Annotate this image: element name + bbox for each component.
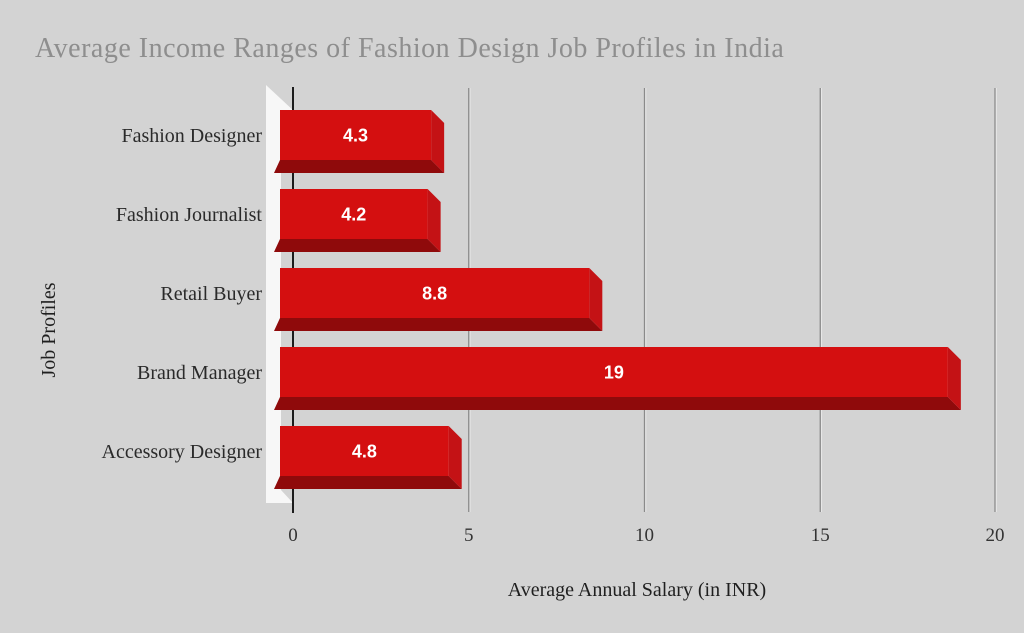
category-label: Retail Buyer <box>160 283 262 305</box>
bar-face <box>280 189 428 239</box>
bar-side-bevel <box>431 110 445 173</box>
x-tick-label: 15 <box>811 525 830 546</box>
bar-face <box>280 268 590 318</box>
bars-layer: 4.3 4.2 8.8 19 4.8 <box>274 110 961 489</box>
y-axis-title: Job Profiles <box>38 282 60 377</box>
bar: 4.3 <box>274 110 445 173</box>
bar-value-label: 4.3 <box>343 126 368 146</box>
bar-value-label: 19 <box>604 363 624 383</box>
x-tick-label: 10 <box>635 525 654 546</box>
bar-face <box>280 426 449 476</box>
bar-bottom-bevel <box>274 318 603 331</box>
bar: 19 <box>274 347 961 410</box>
category-label: Fashion Designer <box>121 125 262 147</box>
labels-layer: Fashion Designer Fashion Journalist Retail… <box>102 125 1005 546</box>
category-label: Brand Manager <box>137 362 262 384</box>
x-axis-title: Average Annual Salary (in INR) <box>508 579 766 601</box>
x-tick-label: 0 <box>288 525 298 546</box>
bar-bottom-bevel <box>274 160 445 173</box>
bar-bottom-bevel <box>274 476 462 489</box>
x-tick-label: 20 <box>986 525 1005 546</box>
bar-value-label: 8.8 <box>422 284 447 304</box>
bar: 8.8 <box>274 268 603 331</box>
bar-bottom-bevel <box>274 397 961 410</box>
bar-side-bevel <box>589 268 603 331</box>
bar-side-bevel <box>448 426 462 489</box>
bar-side-bevel <box>427 189 441 252</box>
bar: 4.2 <box>274 189 441 252</box>
bar-side-bevel <box>947 347 961 410</box>
bar-value-label: 4.2 <box>341 205 366 225</box>
category-label: Fashion Journalist <box>116 204 263 226</box>
bar-value-label: 4.8 <box>352 442 377 462</box>
bar-face <box>280 110 432 160</box>
bar-bottom-bevel <box>274 239 441 252</box>
chart-title: Average Income Ranges of Fashion Design … <box>35 33 785 64</box>
bar: 4.8 <box>274 426 462 489</box>
x-tick-label: 5 <box>464 525 474 546</box>
category-label: Accessory Designer <box>102 441 263 463</box>
bar-face <box>280 347 948 397</box>
